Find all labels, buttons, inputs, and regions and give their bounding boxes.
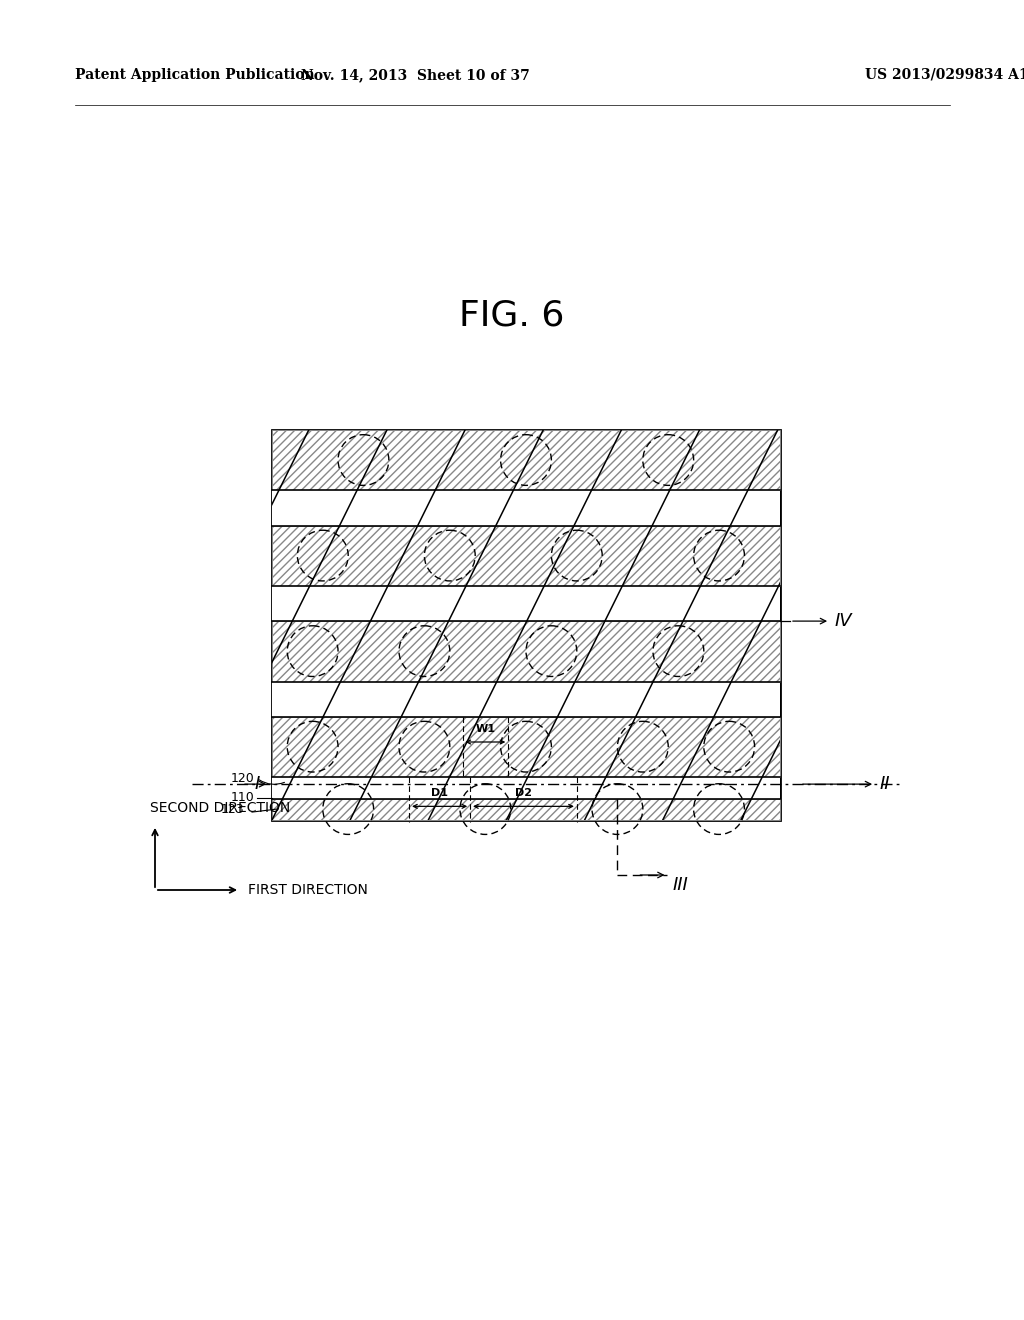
Bar: [272, 525, 780, 586]
Bar: [272, 430, 780, 491]
Text: I: I: [255, 775, 260, 793]
Bar: [272, 430, 780, 820]
Text: 110: 110: [230, 791, 254, 804]
Text: US 2013/0299834 A1: US 2013/0299834 A1: [865, 69, 1024, 82]
Bar: [272, 799, 780, 820]
Text: SECOND DIRECTION: SECOND DIRECTION: [150, 801, 290, 814]
Text: III: III: [673, 876, 688, 894]
Text: D2: D2: [515, 788, 531, 799]
Text: W1: W1: [475, 723, 496, 734]
Text: Nov. 14, 2013  Sheet 10 of 37: Nov. 14, 2013 Sheet 10 of 37: [301, 69, 529, 82]
Bar: [272, 681, 780, 717]
Bar: [272, 491, 780, 525]
Bar: [272, 777, 780, 799]
Text: 123: 123: [220, 803, 244, 816]
Text: Patent Application Publication: Patent Application Publication: [75, 69, 314, 82]
Text: FIG. 6: FIG. 6: [460, 298, 564, 333]
Text: 120: 120: [230, 772, 254, 785]
Text: D1: D1: [431, 788, 449, 799]
Bar: [272, 717, 780, 777]
Bar: [272, 586, 780, 622]
Bar: [272, 622, 780, 681]
Text: IV: IV: [835, 612, 853, 630]
Text: II: II: [880, 775, 891, 793]
Text: FIRST DIRECTION: FIRST DIRECTION: [248, 883, 368, 898]
